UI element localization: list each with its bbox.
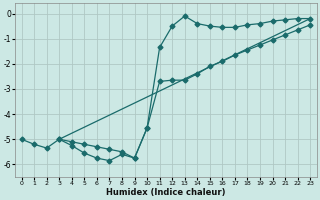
X-axis label: Humidex (Indice chaleur): Humidex (Indice chaleur) — [106, 188, 226, 197]
